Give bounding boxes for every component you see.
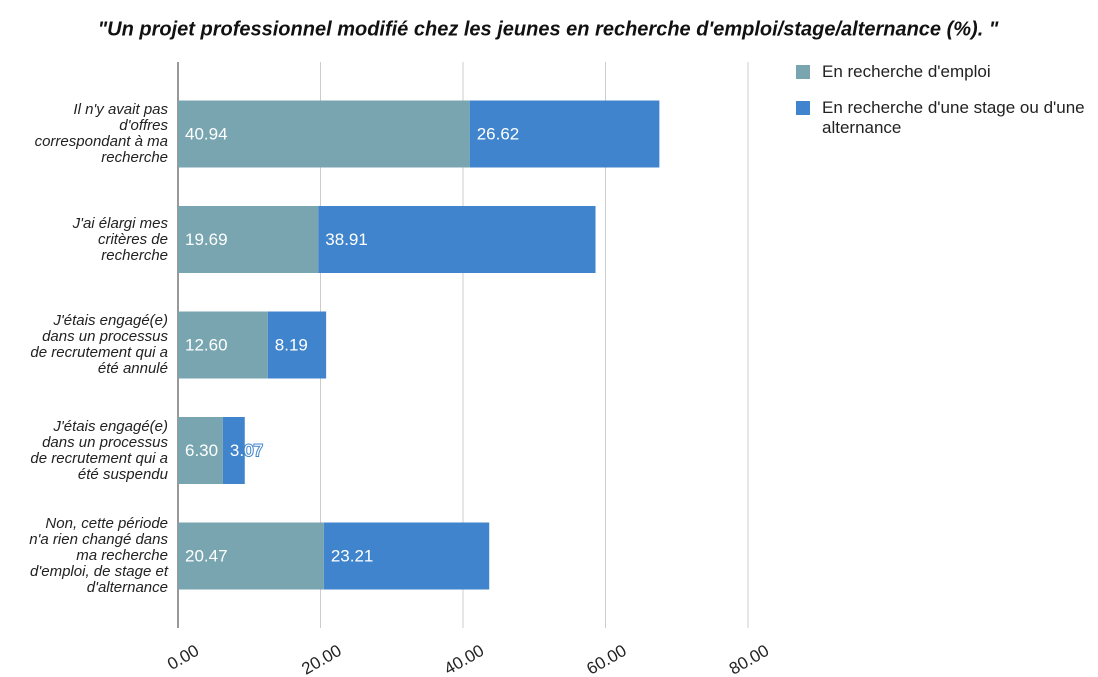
- bar-segment: [318, 206, 596, 273]
- legend-entry: En recherche d'une stage ou d'une altern…: [796, 98, 1098, 138]
- bar-segment: [178, 100, 470, 168]
- bar-segment: [267, 311, 327, 379]
- x-tick-label: 60.00: [583, 641, 629, 677]
- bar-segment: [323, 522, 490, 590]
- bar-segment: [178, 311, 268, 379]
- chart-title: "Un projet professionnel modifié chez le…: [98, 18, 999, 40]
- value-label: 8.19: [275, 335, 308, 354]
- value-label: 19.69: [185, 230, 228, 249]
- legend-swatch: [796, 101, 810, 115]
- category-label: J'étais engagé(e) dans un processus de r…: [30, 417, 168, 483]
- bar-segment: [178, 417, 223, 484]
- bar-segment: [469, 100, 660, 168]
- value-label: 26.62: [477, 124, 520, 143]
- value-label: 23.21: [331, 546, 374, 565]
- legend-label: En recherche d'une stage ou d'une altern…: [822, 98, 1085, 137]
- value-label: 3.07: [230, 441, 263, 460]
- category-label: J'ai élargi mes critères de recherche: [72, 214, 168, 264]
- category-label: Il n'y avait pas d'offres correspondant …: [34, 101, 168, 166]
- legend-label: En recherche d'emploi: [822, 62, 991, 81]
- category-label: Non, cette période n'a rien changé dans …: [29, 515, 168, 596]
- value-label: 40.94: [185, 124, 228, 143]
- legend-entry: En recherche d'emploi: [796, 62, 1098, 82]
- bar-segment: [178, 522, 324, 590]
- bar-segment: [178, 206, 319, 273]
- bar-segment: [222, 417, 245, 484]
- category-label: J'étais engagé(e) dans un processus de r…: [30, 312, 168, 377]
- value-label: 6.30: [185, 441, 218, 460]
- x-tick-label: 20.00: [298, 641, 344, 677]
- x-tick-label: 40.00: [441, 641, 487, 677]
- x-tick-label: 0.00: [164, 641, 202, 674]
- value-label: 20.47: [185, 546, 228, 565]
- value-label: 12.60: [185, 335, 228, 354]
- x-tick-label: 80.00: [726, 641, 772, 677]
- value-label: 38.91: [325, 230, 368, 249]
- legend-swatch: [796, 65, 810, 79]
